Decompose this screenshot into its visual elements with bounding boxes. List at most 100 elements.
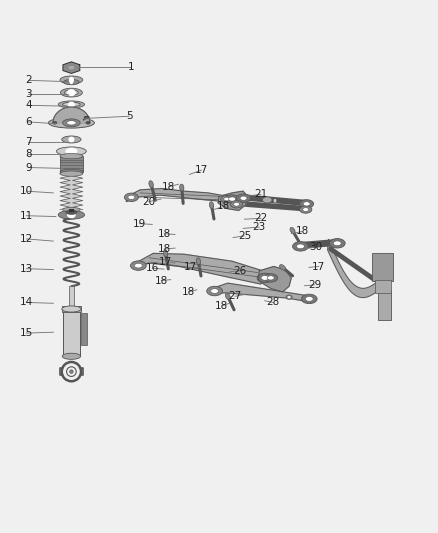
Ellipse shape [267,276,274,280]
Ellipse shape [286,295,292,300]
Bar [81,313,87,345]
Ellipse shape [224,197,230,201]
Ellipse shape [290,228,295,234]
Text: 18: 18 [215,301,228,311]
Ellipse shape [233,203,240,206]
Polygon shape [328,239,381,297]
Polygon shape [53,107,90,123]
Text: 30: 30 [309,242,322,252]
Text: 10: 10 [20,186,33,196]
Ellipse shape [68,102,75,107]
Polygon shape [132,253,269,284]
Ellipse shape [60,88,82,97]
Ellipse shape [84,116,89,119]
Text: 8: 8 [25,149,32,159]
Ellipse shape [60,76,83,84]
Ellipse shape [69,91,74,95]
Text: 19: 19 [133,219,146,229]
Text: 21: 21 [254,189,268,199]
Text: 25: 25 [238,231,251,241]
Text: 18: 18 [217,201,230,212]
Polygon shape [63,62,80,74]
Ellipse shape [297,244,304,249]
Ellipse shape [273,199,277,203]
Ellipse shape [67,211,76,219]
Ellipse shape [257,273,273,282]
Text: 18: 18 [162,182,175,192]
Ellipse shape [303,208,309,212]
Bar [372,253,393,280]
Ellipse shape [303,202,310,206]
Ellipse shape [58,101,85,108]
Text: 2: 2 [25,75,32,85]
Bar [69,209,74,212]
Ellipse shape [230,200,243,208]
Polygon shape [258,266,291,292]
Polygon shape [126,189,228,201]
Ellipse shape [279,264,286,270]
Ellipse shape [237,194,251,203]
Text: 17: 17 [312,262,325,271]
Ellipse shape [53,122,57,124]
Ellipse shape [262,197,272,203]
Ellipse shape [180,184,184,191]
Ellipse shape [62,353,81,359]
Ellipse shape [240,196,247,200]
Ellipse shape [300,206,312,213]
Polygon shape [218,191,247,211]
Ellipse shape [69,103,74,106]
Ellipse shape [68,136,74,142]
Ellipse shape [211,289,219,293]
Ellipse shape [163,250,168,257]
Text: 26: 26 [233,266,247,276]
Ellipse shape [60,169,83,174]
Text: 3: 3 [25,90,32,99]
Text: 18: 18 [158,229,171,239]
Ellipse shape [69,77,74,83]
Ellipse shape [134,263,142,268]
Ellipse shape [86,122,90,124]
Ellipse shape [196,258,201,265]
Ellipse shape [225,195,239,203]
Ellipse shape [70,80,73,84]
Bar [63,309,80,356]
Ellipse shape [66,210,77,214]
Bar [60,156,83,172]
Ellipse shape [128,195,135,199]
Text: 6: 6 [25,117,32,127]
Ellipse shape [70,370,73,374]
Text: 9: 9 [25,163,32,173]
Ellipse shape [225,293,230,300]
Text: 13: 13 [20,264,33,273]
Text: 18: 18 [155,276,168,286]
Ellipse shape [287,296,291,298]
Polygon shape [210,283,311,302]
Text: 15: 15 [20,328,33,338]
Ellipse shape [300,200,314,208]
Ellipse shape [221,196,233,203]
Ellipse shape [63,102,80,107]
Ellipse shape [49,118,95,128]
Text: 23: 23 [253,222,266,232]
Text: 14: 14 [20,297,33,308]
Ellipse shape [63,207,80,212]
Ellipse shape [60,154,83,159]
Ellipse shape [124,193,138,201]
Text: 22: 22 [254,213,268,223]
Text: 18: 18 [158,244,171,254]
Text: 18: 18 [182,287,195,297]
Ellipse shape [264,273,278,282]
Ellipse shape [64,90,78,95]
Ellipse shape [149,181,153,188]
Ellipse shape [60,171,83,176]
Ellipse shape [301,294,317,304]
Bar [62,306,81,312]
Ellipse shape [207,286,223,296]
Ellipse shape [65,148,78,155]
Bar [378,290,391,320]
Ellipse shape [62,306,81,312]
Text: 4: 4 [25,100,32,110]
Ellipse shape [67,120,76,125]
Text: 27: 27 [228,291,241,301]
Text: 16: 16 [146,263,159,273]
